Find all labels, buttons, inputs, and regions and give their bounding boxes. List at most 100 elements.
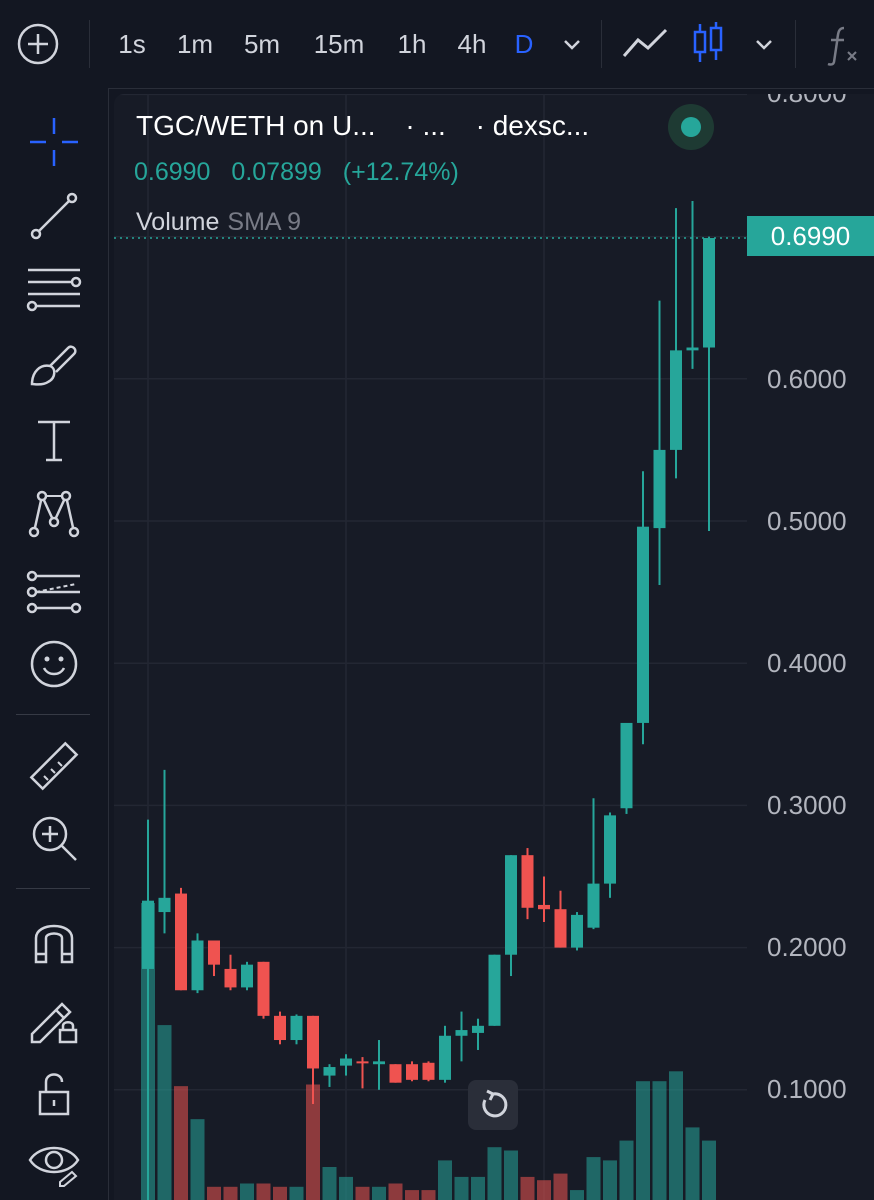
candle-body [686,347,699,351]
candle-body [323,1067,336,1076]
candle-body [142,900,154,969]
volume-bar [256,1183,271,1200]
pattern-icon[interactable] [24,484,84,544]
candle-body [653,449,666,529]
volume-bar [669,1071,683,1200]
toolbar-divider [16,714,90,715]
volume-bar [223,1186,238,1200]
legend-extra: · ... [405,110,446,141]
candle-body [620,722,633,809]
candle-body [257,961,270,1016]
toolbar-divider [16,888,90,889]
volume-bar [372,1186,386,1200]
change-percent: (+12.74%) [342,158,459,186]
candle-body [422,1062,435,1080]
volume-bar [685,1127,700,1200]
volume-bar [487,1147,502,1200]
status-indicator [668,104,714,150]
fib-lines-icon[interactable] [24,258,84,318]
top-toolbar: 1s 1m 5m 15m 1h 4h D [0,0,874,89]
unlock-icon[interactable] [24,1064,84,1124]
volume-bar [454,1176,469,1200]
candle-body [373,1061,385,1065]
interval-1s[interactable]: 1s [118,29,146,59]
volume-bar [273,1186,287,1200]
volume-legend[interactable]: Volume SMA 9 [136,208,301,237]
emoji-icon[interactable] [24,634,84,694]
brush-icon[interactable] [24,334,84,394]
volume-bar [388,1183,403,1200]
candlestick-chart [114,94,747,1200]
interval-d[interactable]: D [514,29,534,59]
volume-bar [190,1119,205,1200]
interval-4h[interactable]: 4h [457,29,487,59]
ruler-icon[interactable] [24,736,84,796]
volume-bar [603,1160,617,1200]
line-chart-icon[interactable] [620,22,670,66]
candle-body [439,1035,451,1080]
candle-body [637,526,649,723]
candlestick-icon[interactable] [688,18,728,68]
zoom-in-icon[interactable] [24,808,84,868]
candle-body [521,855,534,908]
candle-body [389,1064,402,1083]
crosshair-icon[interactable] [24,112,84,172]
trend-line-icon[interactable] [24,186,84,246]
candle-body [670,350,682,450]
volume-bar [570,1190,584,1200]
volume-bar [586,1157,601,1200]
price-label: 0.4000 [767,648,847,678]
volume-label: Volume [136,208,220,236]
volume-bar [322,1167,337,1200]
volume-sma-label: SMA 9 [227,208,302,236]
interval-1h[interactable]: 1h [397,29,427,59]
candle-body [241,964,253,988]
lock-drawing-icon[interactable] [24,988,84,1048]
forecast-icon[interactable] [24,562,84,622]
toolbar-divider [795,20,796,68]
volume-bar [157,1025,172,1200]
drawing-toolbar [0,88,109,1200]
candle-body [703,238,715,348]
candle-body [571,914,583,948]
interval-1m[interactable]: 1m [176,29,214,59]
price-label: 0.3000 [767,790,847,820]
volume-bar [619,1140,634,1200]
volume-bar [537,1180,551,1200]
plus-circle-icon[interactable] [16,22,60,66]
interval-5m[interactable]: 5m [243,29,281,59]
toolbar-divider [89,20,90,68]
candle-body [587,883,600,928]
candle-body [406,1064,418,1080]
candle-body [158,897,171,913]
volume-bar [207,1186,221,1200]
volume-bar [520,1176,535,1200]
candle-body [356,1061,369,1064]
candle-body [208,940,220,965]
volume-bar [702,1140,716,1200]
chevron-down-icon[interactable] [750,30,778,58]
reset-chart-button[interactable] [468,1080,518,1130]
price-label: 0.2000 [767,932,847,962]
volume-bar [174,1086,188,1200]
toolbar-divider [601,20,602,68]
magnet-icon[interactable] [24,910,84,970]
symbol-legend[interactable]: TGC/WETH on U... · ... · dexsc... [136,110,589,142]
volume-bar [339,1176,353,1200]
volume-bar [471,1176,485,1200]
candle-body [290,1015,303,1041]
reset-icon [482,1089,508,1118]
candle-body [505,855,517,955]
eye-icon[interactable] [24,1132,84,1192]
function-icon[interactable] [822,22,862,66]
volume-bar [289,1186,304,1200]
price-label: 0.5000 [767,506,847,536]
chevron-down-icon[interactable] [558,30,586,58]
chart-pane[interactable]: TGC/WETH on U... · ... · dexsc... 0.6990… [114,94,874,1200]
candle-body [455,1030,468,1036]
last-price-tag: 0.6990 [747,216,874,256]
text-icon[interactable] [24,410,84,470]
interval-15m[interactable]: 15m [313,29,365,59]
symbol-title: TGC/WETH on U... [136,110,376,141]
volume-bar [355,1186,370,1200]
